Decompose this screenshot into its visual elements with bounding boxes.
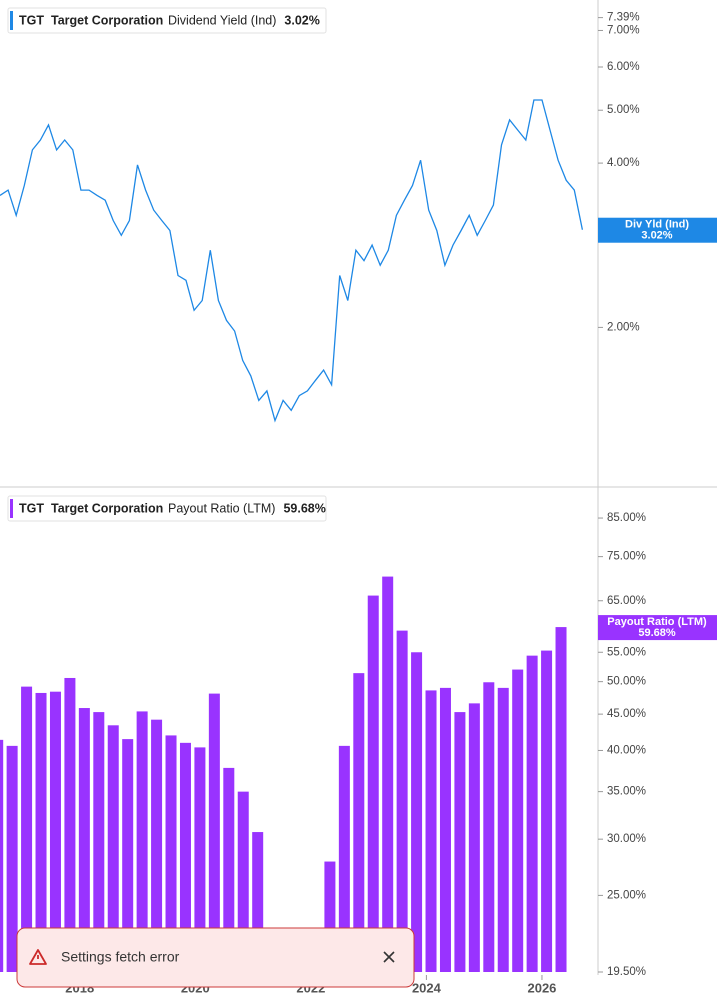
bar	[425, 690, 437, 972]
y-tick-label: 55.00%	[607, 646, 646, 658]
y-tick-label: 75.00%	[607, 551, 646, 563]
bar	[107, 725, 119, 972]
bar	[151, 719, 163, 972]
legend-value: 59.68%	[283, 501, 325, 515]
bar	[439, 687, 451, 972]
bar	[165, 735, 177, 972]
legend-ticker: TGT	[19, 501, 44, 515]
bar	[396, 630, 408, 972]
y-tick-label: 7.00%	[607, 24, 640, 36]
bar	[64, 677, 76, 972]
axis-tag	[598, 217, 717, 243]
x-tick-label: 2024	[412, 980, 442, 995]
y-tick-label: 35.00%	[607, 786, 646, 798]
bar	[93, 712, 105, 972]
y-tick-label: 65.00%	[607, 595, 646, 607]
toast: Settings fetch error	[16, 927, 415, 988]
bar	[526, 655, 538, 972]
y-tick-label: 2.00%	[607, 321, 640, 333]
bar	[512, 669, 524, 972]
bar	[411, 652, 423, 972]
bar	[122, 739, 134, 972]
bar	[0, 739, 4, 972]
axis-tag-name: Div Yld (Ind)	[625, 219, 689, 231]
bar	[6, 745, 18, 972]
y-tick-label: 25.00%	[607, 889, 646, 901]
bar	[49, 691, 61, 972]
bar	[497, 687, 509, 972]
bar	[21, 686, 33, 972]
bar	[454, 712, 466, 972]
legend-value: 3.02%	[284, 13, 319, 27]
legend-series: Payout Ratio (LTM)	[168, 501, 275, 515]
y-tick-label: 7.39%	[607, 12, 640, 24]
legend-box	[7, 495, 327, 522]
yield-line	[0, 99, 584, 423]
bar	[223, 767, 235, 972]
bar	[483, 682, 495, 972]
bar	[324, 861, 336, 972]
y-tick-label: 85.00%	[607, 512, 646, 524]
axis-tag-value: 59.68%	[638, 627, 676, 639]
legend-series: Dividend Yield (Ind)	[168, 13, 276, 27]
axis-tag-name: Payout Ratio (LTM)	[607, 616, 707, 628]
legend-swatch	[10, 499, 13, 518]
bar	[353, 673, 365, 972]
axis-tag-value: 3.02%	[641, 230, 672, 242]
y-tick-label: 50.00%	[607, 676, 646, 688]
bar	[252, 832, 264, 972]
y-tick-label: 4.00%	[607, 157, 640, 169]
bar	[194, 747, 206, 972]
bar	[179, 742, 191, 972]
bar	[541, 650, 553, 972]
legend-company: Target Corporation	[51, 501, 163, 515]
y-tick-label: 30.00%	[607, 833, 646, 845]
bar	[208, 693, 220, 972]
x-tick-label: 2026	[527, 980, 556, 995]
y-tick-label: 40.00%	[607, 744, 646, 756]
bar	[237, 791, 249, 972]
toast-message: Settings fetch error	[61, 949, 180, 965]
bar	[382, 576, 394, 972]
bar	[338, 745, 350, 972]
warning-icon	[29, 949, 47, 965]
legend-box	[7, 7, 327, 34]
toast-close[interactable]	[383, 951, 395, 963]
bar	[78, 708, 90, 972]
y-tick-label: 5.00%	[607, 104, 640, 116]
axis-tag	[598, 615, 717, 641]
legend-swatch	[10, 11, 13, 30]
legend-company: Target Corporation	[51, 13, 163, 27]
bar	[136, 711, 148, 972]
bar	[468, 703, 480, 972]
bar	[35, 692, 47, 972]
y-tick-label: 19.50%	[607, 966, 646, 978]
bar	[367, 595, 379, 972]
y-tick-label: 6.00%	[607, 61, 640, 73]
bar	[555, 627, 567, 972]
toast-box	[16, 927, 415, 988]
legend-ticker: TGT	[19, 13, 44, 27]
y-tick-label: 45.00%	[607, 708, 646, 720]
